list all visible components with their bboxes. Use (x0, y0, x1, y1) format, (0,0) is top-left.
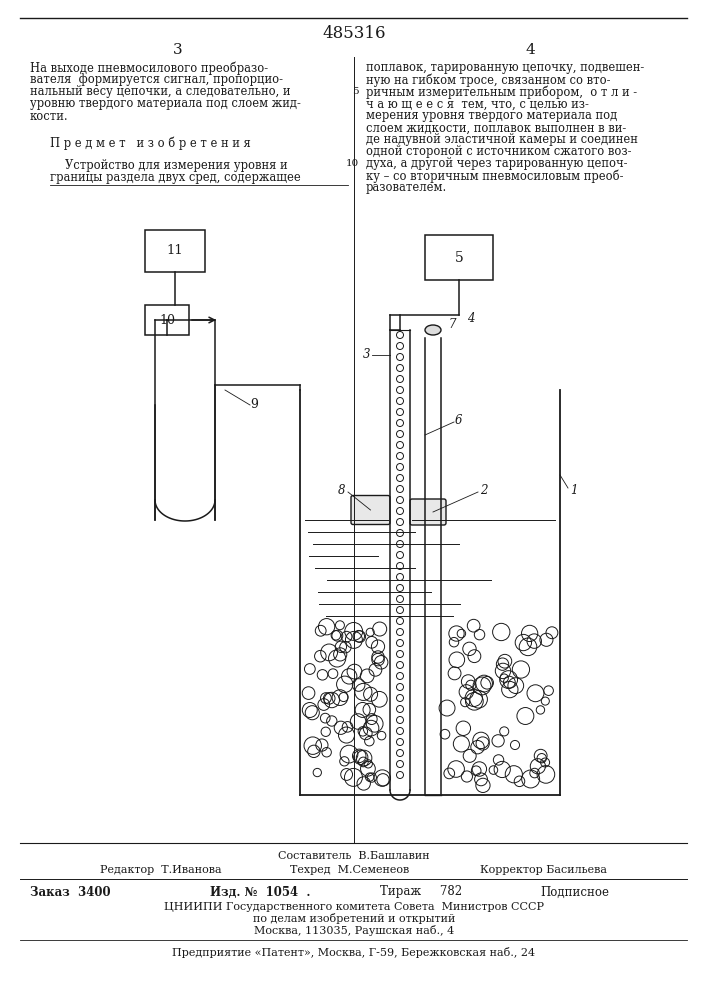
Circle shape (397, 408, 404, 416)
Text: Изд. №  1054  .: Изд. № 1054 . (210, 886, 310, 898)
Text: слоем жидкости, поплавок выполнен в ви-: слоем жидкости, поплавок выполнен в ви- (366, 121, 626, 134)
Circle shape (397, 475, 404, 482)
Text: 10: 10 (346, 159, 359, 168)
Text: мерения уровня твердого материала под: мерения уровня твердого материала под (366, 109, 617, 122)
Text: Подписное: Подписное (540, 886, 609, 898)
Circle shape (397, 650, 404, 658)
Text: 5: 5 (352, 88, 359, 97)
Bar (425, 235, 493, 280)
Text: уровню твердого материала под слоем жид-: уровню твердого материала под слоем жид- (30, 98, 301, 110)
Text: 3: 3 (363, 349, 370, 361)
Circle shape (397, 442, 404, 448)
Text: 6: 6 (455, 414, 462, 426)
Text: де надувной эластичной камеры и соединен: де надувной эластичной камеры и соединен (366, 133, 638, 146)
Circle shape (397, 716, 404, 724)
Text: 4: 4 (525, 43, 535, 57)
Ellipse shape (425, 325, 441, 335)
Circle shape (397, 750, 404, 756)
Circle shape (397, 386, 404, 393)
Circle shape (397, 662, 404, 668)
Text: по делам изобретений и открытий: по делам изобретений и открытий (253, 914, 455, 924)
Text: 1: 1 (570, 484, 578, 496)
FancyBboxPatch shape (410, 499, 446, 525)
Circle shape (397, 552, 404, 558)
Text: поплавок, тарированную цепочку, подвешен-: поплавок, тарированную цепочку, подвешен… (366, 62, 644, 75)
Circle shape (397, 584, 404, 591)
Text: духа, а другой через тарированную цепоч-: духа, а другой через тарированную цепоч- (366, 157, 628, 170)
Text: кости.: кости. (30, 109, 69, 122)
Circle shape (397, 738, 404, 746)
Text: 485316: 485316 (322, 24, 386, 41)
Circle shape (397, 332, 404, 338)
Text: 11: 11 (167, 244, 183, 257)
Circle shape (397, 640, 404, 647)
Circle shape (397, 562, 404, 570)
Text: На выходе пневмосилового преобразо-: На выходе пневмосилового преобразо- (30, 61, 268, 75)
Circle shape (397, 617, 404, 624)
Text: 9: 9 (250, 398, 258, 412)
Text: Предприятие «Патент», Москва, Г-59, Бережковская наб., 24: Предприятие «Патент», Москва, Г-59, Бере… (173, 946, 536, 958)
Circle shape (397, 364, 404, 371)
Text: ную на гибком тросе, связанном со вто-: ную на гибком тросе, связанном со вто- (366, 73, 611, 87)
Circle shape (397, 672, 404, 680)
Text: 5: 5 (455, 250, 463, 264)
Text: Заказ  3400: Заказ 3400 (30, 886, 110, 898)
FancyBboxPatch shape (351, 495, 390, 524)
Text: Москва, 113035, Раушская наб., 4: Москва, 113035, Раушская наб., 4 (254, 926, 454, 936)
Text: Устройство для измерения уровня и: Устройство для измерения уровня и (65, 158, 288, 172)
Circle shape (397, 530, 404, 536)
Circle shape (397, 430, 404, 438)
Text: 8: 8 (337, 484, 345, 496)
Bar (145, 305, 189, 335)
Text: границы раздела двух сред, содержащее: границы раздела двух сред, содержащее (50, 170, 300, 184)
Circle shape (397, 694, 404, 702)
Circle shape (397, 760, 404, 768)
Text: 4: 4 (467, 312, 474, 324)
Circle shape (397, 486, 404, 492)
Text: Редактор  Т.Иванова: Редактор Т.Иванова (100, 865, 221, 875)
Circle shape (397, 595, 404, 602)
Text: нальный весу цепочки, а следовательно, и: нальный весу цепочки, а следовательно, и (30, 86, 291, 99)
Text: 10: 10 (159, 314, 175, 326)
Text: одной стороной с источником сжатого воз-: одной стороной с источником сжатого воз- (366, 145, 631, 158)
Circle shape (397, 464, 404, 471)
Circle shape (397, 375, 404, 382)
Text: 2: 2 (480, 484, 488, 496)
Circle shape (397, 508, 404, 514)
Text: 7: 7 (449, 318, 457, 332)
Bar (145, 230, 205, 272)
Circle shape (397, 342, 404, 350)
Text: Составитель  В.Башлавин: Составитель В.Башлавин (278, 851, 430, 861)
Circle shape (397, 606, 404, 613)
Circle shape (397, 706, 404, 712)
Circle shape (397, 420, 404, 426)
Circle shape (397, 540, 404, 548)
Text: ч а ю щ е е с я  тем, что, с целью из-: ч а ю щ е е с я тем, что, с целью из- (366, 98, 589, 110)
Text: Техред  М.Семенеов: Техред М.Семенеов (290, 865, 409, 875)
Circle shape (397, 728, 404, 734)
Text: ЦНИИПИ Государственного комитета Совета  Министров СССР: ЦНИИПИ Государственного комитета Совета … (164, 902, 544, 912)
Circle shape (397, 684, 404, 690)
Text: Корректор Басильева: Корректор Басильева (480, 865, 607, 875)
Text: 3: 3 (173, 43, 183, 57)
Text: вателя  формируется сигнал, пропорцио-: вателя формируется сигнал, пропорцио- (30, 74, 283, 87)
Circle shape (397, 496, 404, 504)
Circle shape (397, 354, 404, 360)
Text: разователем.: разователем. (366, 182, 448, 194)
Circle shape (397, 629, 404, 636)
Circle shape (397, 452, 404, 460)
Circle shape (397, 772, 404, 778)
Circle shape (397, 397, 404, 404)
Text: ричным измерительным прибором,  о т л и -: ричным измерительным прибором, о т л и - (366, 85, 637, 99)
Text: П р е д м е т   и з о б р е т е н и я: П р е д м е т и з о б р е т е н и я (50, 136, 251, 150)
Text: ку – со вторичным пневмосиловым преоб-: ку – со вторичным пневмосиловым преоб- (366, 169, 624, 183)
Circle shape (397, 574, 404, 580)
Circle shape (397, 518, 404, 526)
Text: Тираж     782: Тираж 782 (380, 886, 462, 898)
